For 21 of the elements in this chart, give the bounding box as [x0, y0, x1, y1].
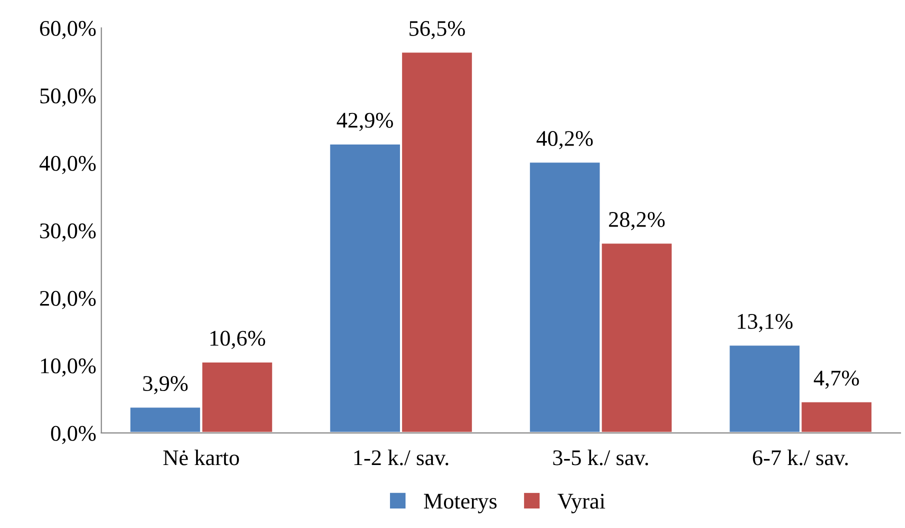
data-label: 13,1% — [738, 314, 793, 332]
y-tick-label: 60,0% — [40, 20, 96, 40]
y-tick-label: 10,0% — [41, 358, 96, 377]
y-tick-label: 50,0% — [40, 88, 96, 107]
data-label: 40,2% — [536, 131, 593, 150]
data-label: 3,9% — [143, 376, 188, 394]
x-tick-label: Nė karto — [163, 450, 239, 466]
x-tick-label: 3-5 k./ sav. — [553, 450, 648, 466]
data-label: 4,7% — [814, 370, 859, 389]
data-label: 42,9% — [336, 112, 394, 131]
data-label: 56,5% — [410, 20, 465, 40]
x-tick-label: 6-7 k./ sav. — [752, 450, 848, 466]
y-tick-label: 20,0% — [40, 290, 96, 310]
y-tick-label: 0,0% — [51, 426, 96, 444]
data-label: 28,2% — [609, 212, 665, 230]
data-label: 10,6% — [210, 330, 266, 349]
x-tick-label: 1-2 k./ sav. — [354, 450, 448, 466]
legend-label: Vyrai — [558, 494, 606, 514]
y-tick-label: 40,0% — [40, 156, 96, 174]
y-tick-label: 30,0% — [40, 223, 96, 242]
legend-label: Moterys — [424, 494, 497, 514]
